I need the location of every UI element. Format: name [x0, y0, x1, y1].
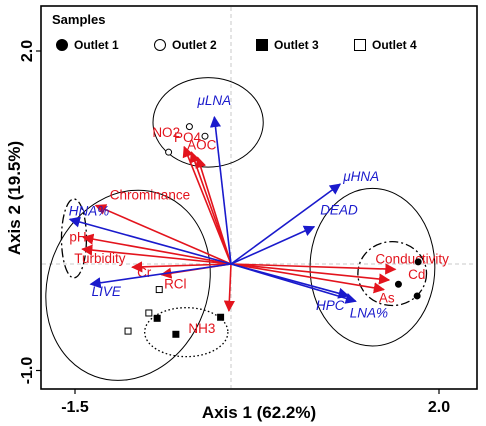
- legend-marker-1: [56, 39, 68, 51]
- legend-title: Samples: [52, 12, 105, 27]
- sample-point: [155, 286, 163, 294]
- env-vector-label: As: [379, 291, 395, 306]
- axis-ticks: -1.5 2.0 -1.0 2.0: [19, 40, 450, 416]
- env-vector-label: NO2: [152, 125, 180, 140]
- plot-frame: [40, 5, 478, 390]
- sample-point: [394, 280, 402, 288]
- community-vector-label: LIVE: [92, 284, 122, 299]
- y-tick-label: -1.0: [19, 357, 36, 385]
- community-vector-label: HPC: [316, 298, 345, 313]
- legend: Samples Outlet 1 Outlet 2 Outlet 3 Outlet 4: [52, 12, 417, 52]
- sample-point: [172, 330, 180, 338]
- env-vector-arrow: [182, 145, 232, 265]
- legend-marker-3: [256, 39, 268, 51]
- sample-points: [124, 123, 422, 338]
- community-vector-arrow: [230, 183, 342, 265]
- sample-point: [414, 258, 422, 266]
- env-vector-label: RCl: [164, 277, 187, 292]
- community-vector-arrow: [230, 263, 357, 304]
- environmental-vectors: NO2PO4AOCChrominancepHTurbidityCrRClNH3C…: [69, 125, 449, 336]
- community-vector-arrow: [68, 216, 232, 265]
- env-vector-arrow: [81, 244, 232, 265]
- legend-label-2: Outlet 2: [172, 38, 217, 52]
- sample-point: [153, 314, 161, 322]
- sample-point: [413, 292, 421, 300]
- sample-point: [217, 313, 225, 321]
- env-vector-label: AOC: [187, 138, 217, 153]
- group-ellipse-6: [144, 307, 229, 358]
- env-vector-label: PO4: [174, 130, 202, 145]
- sample-point: [165, 148, 173, 156]
- community-vector-label: DEAD: [320, 203, 358, 218]
- env-vector-arrow: [223, 263, 235, 312]
- x-tick-label: -1.5: [61, 399, 89, 416]
- env-vector-label: pH: [69, 229, 86, 244]
- env-vector-label: NH3: [188, 321, 215, 336]
- env-vector-arrow: [94, 204, 232, 265]
- y-axis-title: Axis 2 (19.5%): [5, 141, 24, 255]
- community-vector-label: μHNA: [342, 169, 379, 184]
- legend-label-3: Outlet 3: [274, 38, 319, 52]
- legend-marker-2: [154, 39, 166, 51]
- env-vector-label: Conductivity: [375, 251, 449, 266]
- env-vector-arrow: [195, 156, 232, 265]
- env-vector-arrow: [230, 263, 385, 294]
- legend-marker-4: [354, 39, 366, 51]
- group-ellipse-2: [45, 189, 211, 381]
- community-vectors: μLNA μHNA DEAD HNA% LIVE HPC LNA%: [68, 93, 388, 320]
- sample-point: [145, 309, 153, 317]
- env-vector-arrow: [230, 263, 391, 285]
- community-vector-label: μLNA: [197, 93, 232, 108]
- env-vector-label: Cd: [408, 267, 425, 282]
- x-axis-title: Axis 1 (62.2%): [202, 403, 316, 422]
- community-vector-arrow: [89, 263, 232, 289]
- env-vector-arrow: [230, 263, 397, 275]
- legend-label-1: Outlet 1: [74, 38, 119, 52]
- group-ellipse-4: [357, 240, 428, 307]
- y-tick-label: 2.0: [19, 40, 36, 62]
- env-vector-arrow: [82, 233, 232, 265]
- env-vector-arrow: [131, 261, 232, 273]
- sample-point: [124, 327, 132, 335]
- reference-lines: [42, 7, 476, 388]
- env-vector-label: Chrominance: [110, 187, 190, 202]
- community-vector-arrow: [230, 225, 316, 265]
- community-vector-label: HNA%: [69, 203, 110, 218]
- group-ellipse-1: [152, 77, 264, 168]
- env-vector-label: Turbidity: [74, 251, 126, 266]
- x-tick-label: 2.0: [428, 399, 450, 416]
- legend-label-4: Outlet 4: [372, 38, 417, 52]
- sample-point: [201, 132, 209, 140]
- sample-point: [185, 123, 193, 131]
- community-vector-label: LNA%: [350, 305, 388, 320]
- community-vector-arrow: [209, 115, 232, 265]
